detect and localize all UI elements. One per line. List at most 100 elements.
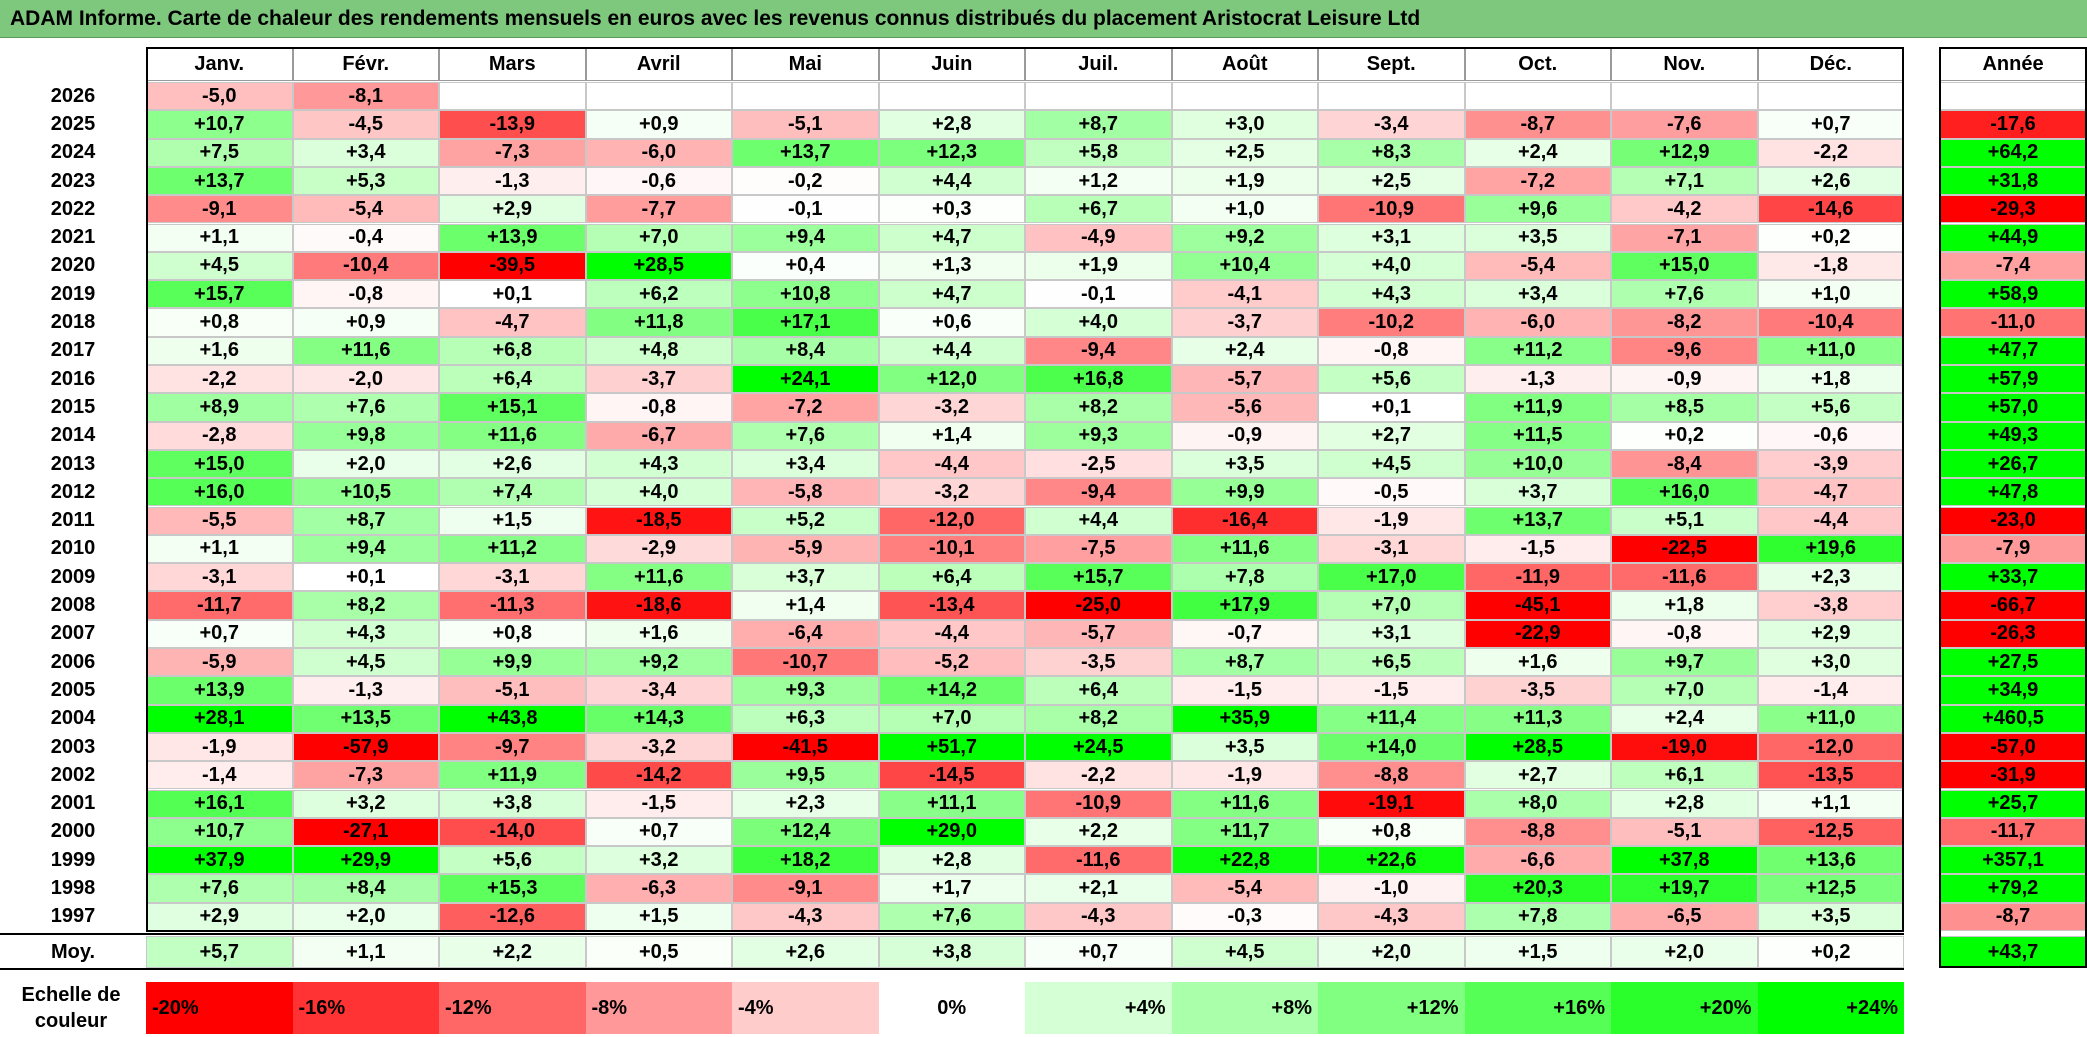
heatmap-cell: +16,1 [146, 789, 293, 818]
annual-cell: -57,0 [1939, 732, 2087, 762]
heatmap-cell: +11,1 [878, 789, 1025, 818]
heatmap-cell: +6,4 [439, 365, 586, 394]
heatmap-cell: +11,2 [1464, 336, 1611, 365]
heatmap-cell: +3,4 [1464, 280, 1611, 309]
heatmap-cell: +7,0 [1318, 591, 1465, 620]
heatmap-cell: +4,7 [878, 223, 1025, 252]
heatmap-cell: +11,5 [1464, 421, 1611, 450]
heatmap-cell: +4,3 [585, 449, 732, 479]
heatmap-cell: -0,1 [1025, 280, 1172, 309]
heatmap-cell: +35,9 [1171, 704, 1318, 733]
heatmap-cell: -6,4 [732, 619, 879, 648]
annual-cell: -17,6 [1939, 110, 2087, 139]
color-scale-step-label: 0% [937, 996, 967, 1019]
heatmap-cell: +13,9 [146, 676, 293, 705]
color-scale-step-label: +4% [1124, 996, 1166, 1019]
heatmap-cell: +0,1 [292, 563, 439, 592]
heatmap-cell: -7,7 [585, 195, 732, 224]
heatmap-cell: +5,6 [1318, 365, 1465, 394]
heatmap-cell: +1,1 [1757, 789, 1904, 818]
heatmap-cell: -19,0 [1611, 732, 1758, 762]
heatmap-cell: -6,6 [1464, 846, 1611, 875]
heatmap-cell: +13,7 [146, 166, 293, 196]
month-header: Sept. [1318, 47, 1465, 81]
heatmap-cell: -2,5 [1025, 449, 1172, 479]
heatmap-cell: -25,0 [1025, 591, 1172, 620]
average-cell: +1,1 [292, 936, 439, 968]
heatmap-cell: +15,3 [439, 874, 586, 903]
heatmap-cell: -3,2 [585, 732, 732, 762]
heatmap-cell: +12,3 [878, 138, 1025, 167]
heatmap-cell: +8,7 [1025, 110, 1172, 139]
heatmap-cell: +7,6 [292, 393, 439, 422]
heatmap-cell: -5,0 [146, 82, 293, 111]
row-year-label: 2017 [0, 336, 146, 365]
heatmap-cell: -2,2 [146, 365, 293, 394]
heatmap-cell: +8,5 [1611, 393, 1758, 422]
heatmap-cell [878, 82, 1025, 111]
annual-cell: +27,5 [1939, 648, 2087, 677]
heatmap-cell: +9,9 [439, 648, 586, 677]
heatmap-cell: +14,3 [585, 704, 732, 733]
heatmap-cell: +1,8 [1611, 591, 1758, 620]
color-scale-step: +20% [1611, 982, 1758, 1034]
heatmap-cell: +1,7 [878, 874, 1025, 903]
color-scale-step-label: +20% [1699, 996, 1752, 1019]
annual-cell: +79,2 [1939, 874, 2087, 903]
heatmap-cell: +11,6 [1171, 534, 1318, 564]
heatmap-cell: +19,7 [1611, 874, 1758, 903]
heatmap-cell: -7,2 [732, 393, 879, 422]
heatmap-cell: +8,7 [292, 506, 439, 535]
heatmap-cell: +9,2 [585, 648, 732, 677]
heatmap-cell: -0,6 [585, 166, 732, 196]
heatmap-cell: -5,8 [732, 478, 879, 507]
heatmap-cell: +4,5 [292, 648, 439, 677]
heatmap-cell: +2,5 [1318, 166, 1465, 196]
heatmap-cell: -5,9 [146, 648, 293, 677]
month-header: Nov. [1611, 47, 1758, 81]
heatmap-cell: -11,3 [439, 591, 586, 620]
heatmap-cell [585, 82, 732, 111]
row-year-label: 2012 [0, 478, 146, 507]
heatmap-cell: +4,3 [1318, 280, 1465, 309]
row-year-label: 2010 [0, 534, 146, 564]
heatmap-cell: +0,9 [292, 308, 439, 337]
heatmap-cell: -2,2 [1757, 138, 1904, 167]
annual-cell: +357,1 [1939, 846, 2087, 875]
heatmap-cell: -0,8 [1611, 619, 1758, 648]
heatmap-cell: -2,9 [585, 534, 732, 564]
row-year-label: 2011 [0, 506, 146, 535]
heatmap-cell: -5,6 [1171, 393, 1318, 422]
heatmap-cell: -4,4 [878, 619, 1025, 648]
annual-cell: +64,2 [1939, 138, 2087, 167]
heatmap-cell: +11,3 [1464, 704, 1611, 733]
heatmap-cell: -0,8 [585, 393, 732, 422]
heatmap-cell: +2,6 [1757, 166, 1904, 196]
heatmap-cell: +1,4 [732, 591, 879, 620]
heatmap-cell: +0,9 [585, 110, 732, 139]
heatmap-cell [1464, 82, 1611, 111]
heatmap-cell: -0,4 [292, 223, 439, 252]
heatmap-cell: -1,9 [1318, 506, 1465, 535]
row-year-label: 2008 [0, 591, 146, 620]
month-header: Mars [439, 47, 586, 81]
annual-cell: -11,7 [1939, 817, 2087, 847]
heatmap-cell: -4,3 [1318, 902, 1465, 931]
annual-cell: +34,9 [1939, 676, 2087, 705]
heatmap-cell: -1,3 [292, 676, 439, 705]
heatmap-cell: -4,7 [1757, 478, 1904, 507]
heatmap-cell: +17,0 [1318, 563, 1465, 592]
heatmap-cell: +9,2 [1171, 223, 1318, 252]
heatmap-cell: +15,1 [439, 393, 586, 422]
color-scale-step: +16% [1464, 982, 1611, 1034]
heatmap-cell: +1,3 [878, 251, 1025, 281]
heatmap-cell: -4,3 [1025, 902, 1172, 931]
heatmap-cell [1171, 82, 1318, 111]
heatmap-cell: +0,7 [146, 619, 293, 648]
heatmap-cell: +14,2 [878, 676, 1025, 705]
heatmap-cell: -5,4 [292, 195, 439, 224]
heatmap-cell: -4,9 [1025, 223, 1172, 252]
annual-cell: +26,7 [1939, 449, 2087, 479]
heatmap-cell: -11,9 [1464, 563, 1611, 592]
heatmap-cell: -11,7 [146, 591, 293, 620]
